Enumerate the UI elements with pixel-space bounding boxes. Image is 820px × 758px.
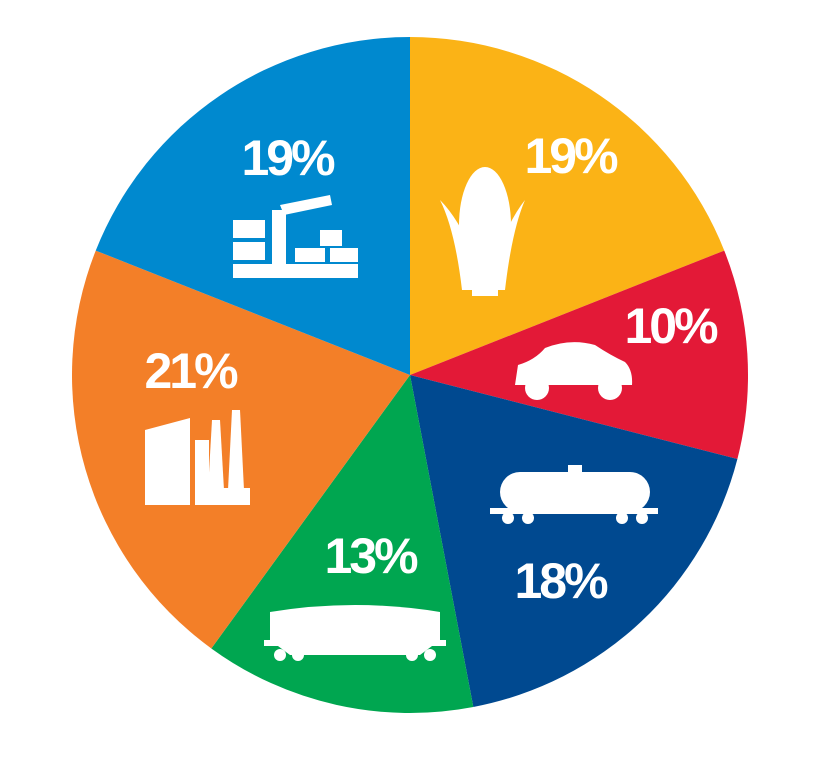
crane-icon — [233, 195, 358, 278]
tank-car-icon — [490, 465, 658, 524]
data-label: 19% — [241, 130, 335, 186]
data-label: 19% — [524, 128, 618, 184]
pie-slice — [410, 375, 738, 708]
corn-icon — [440, 167, 525, 296]
factory-icon — [145, 410, 250, 505]
car-icon — [515, 342, 633, 400]
labels: 19% 10% 18% 13% 21% 19% — [144, 128, 721, 609]
hopper-car-icon — [264, 605, 446, 661]
pie-slice — [95, 37, 411, 375]
data-label: 18% — [514, 553, 608, 609]
data-label: 21% — [144, 343, 238, 399]
icons — [145, 167, 658, 661]
data-label: 10% — [624, 298, 718, 354]
data-label: 13% — [324, 528, 418, 584]
